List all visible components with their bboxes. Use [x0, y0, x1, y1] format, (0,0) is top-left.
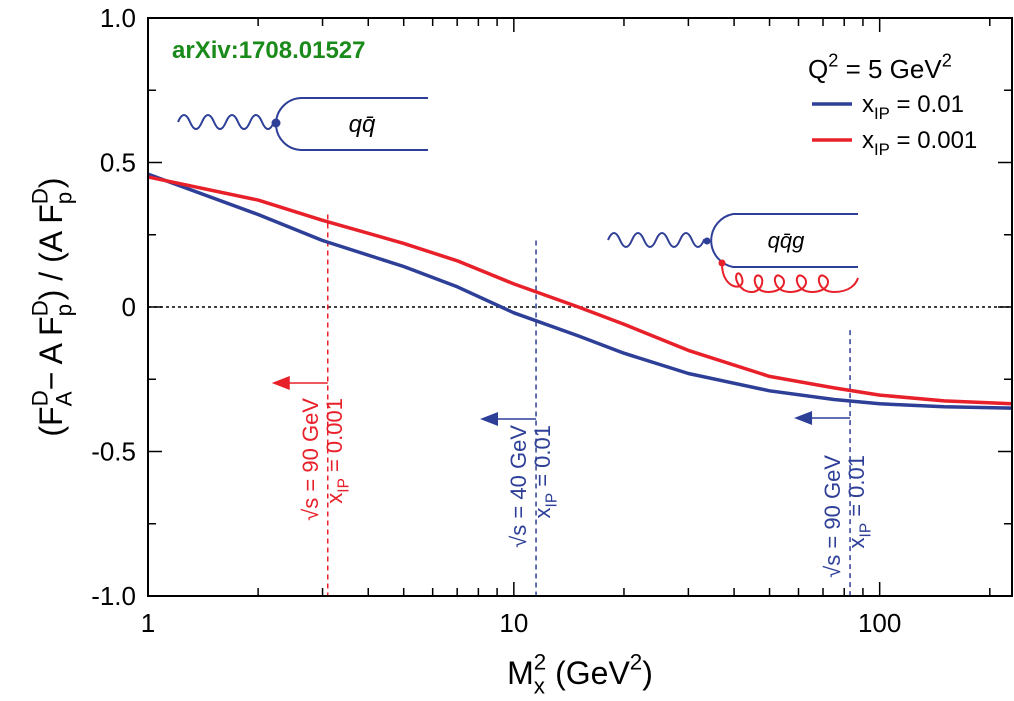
- y-tick-label: 1.0: [100, 3, 136, 33]
- marker-label: √s = 90 GeV: [298, 398, 323, 521]
- legend-label: xIP = 0.001: [862, 127, 977, 159]
- legend-title: Q2 = 5 GeV2: [808, 50, 952, 84]
- marker-label: xIP = 0.001: [322, 398, 353, 504]
- diagram-label: qq̄: [349, 111, 376, 138]
- marker-arrow-head: [271, 376, 290, 390]
- y-tick-label: 0.5: [100, 148, 136, 178]
- marker-label: √s = 40 GeV: [506, 425, 531, 548]
- y-axis-label: (FAD− A FpD) / (A FpD): [28, 177, 77, 436]
- x-axis-label: Mx2 (GeV2): [507, 650, 653, 699]
- marker-arrow-head: [480, 412, 499, 426]
- y-tick-label: -0.5: [91, 437, 136, 467]
- diagram-label: qq̄g: [768, 228, 805, 253]
- y-tick-label: -1.0: [91, 581, 136, 611]
- marker-arrow-head: [794, 411, 813, 425]
- marker-label: √s = 90 GeV: [820, 455, 845, 578]
- x-tick-label: 100: [858, 608, 901, 638]
- y-tick-label: 0: [122, 292, 136, 322]
- marker-label: xIP = 0.01: [844, 455, 875, 548]
- diagram-qq: [177, 97, 428, 151]
- plot-frame: [147, 17, 1013, 597]
- series-line: [147, 172, 1013, 410]
- legend-label: xIP = 0.01: [862, 91, 964, 123]
- series-line: [147, 175, 1013, 406]
- marker-label: xIP = 0.01: [530, 425, 561, 518]
- diagram-qqg: [607, 213, 859, 294]
- x-tick-label: 10: [499, 608, 528, 638]
- x-tick-label: 1: [141, 608, 155, 638]
- annotation: arXiv:1708.01527: [172, 37, 366, 64]
